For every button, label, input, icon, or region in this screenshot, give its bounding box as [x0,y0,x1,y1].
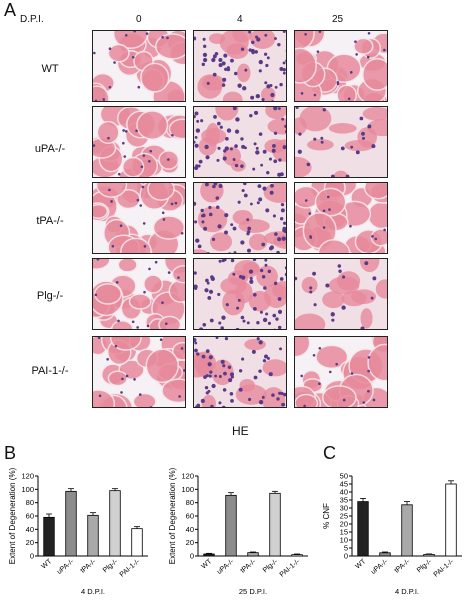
y-tick-label: 120 [21,472,34,481]
x-tick-label: uPA-/- [216,558,236,576]
x-tick-label: WT [200,558,213,571]
column-header-0: 0 [136,14,142,25]
y-axis-label: % CNF [322,503,331,529]
bar-b2-0 [203,553,215,557]
histology-image [294,336,388,408]
row-label-wt: WT [41,63,59,75]
bar-b1-1 [65,490,77,557]
y-tick-label: 25 [340,512,348,521]
panel-b-letter: B [4,443,17,463]
histology-image [92,258,186,330]
y-tick-label: 80 [186,498,194,507]
panel-a-letter: A [4,0,17,20]
y-tick-label: 20 [340,520,348,529]
histology-image [193,106,287,178]
y-tick-label: 120 [181,472,194,481]
histology-image [92,182,186,254]
y-tick-label: 30 [340,504,348,513]
panel-c-letter: C [323,443,336,463]
x-tick-label: WT [40,558,53,571]
bar-b2-1 [225,494,237,557]
x-tick-label: PAI-1-/- [279,558,302,579]
y-tick-label: 0 [30,552,34,561]
bar-c-4 [445,483,457,557]
x-axis-label: 4 D.P.I. [395,587,419,596]
histology-image [92,336,186,408]
x-tick-label: Plg-/- [102,558,120,575]
histology-image [294,258,388,330]
y-tick-label: 40 [186,525,194,534]
x-tick-label: tPA-/- [239,558,257,575]
y-tick-label: 100 [21,485,34,494]
histology-image [193,182,287,254]
bar-b1-2 [87,514,99,557]
y-tick-label: 20 [186,538,194,547]
y-tick-label: 0 [344,552,348,561]
x-tick-label: tPA-/- [393,558,411,575]
x-tick-label: Plg-/- [262,558,280,575]
bar-b2-2 [247,552,259,557]
x-tick-label: PAI-1-/- [119,558,142,579]
chart-degeneration-25dpi: Extent of Degeneration (%) 0 20 40 60 80 100 12… [168,468,308,596]
column-header-25: 25 [332,14,344,25]
y-tick-label: 100 [181,485,194,494]
y-tick-label: 80 [26,498,34,507]
dpi-label: D.P.I. [20,14,44,25]
x-tick-label: PAI-1-/- [433,558,456,579]
histology-image [294,106,388,178]
bar-b1-0 [43,516,55,557]
histology-image [294,30,388,102]
x-tick-label: uPA-/- [56,558,76,576]
y-axis-label: Extent of Degeneration (%) [168,468,177,564]
bar-b2-3 [269,492,281,557]
y-tick-label: 40 [340,488,348,497]
y-tick-label: 35 [340,496,348,505]
y-tick-label: 20 [26,538,34,547]
bar-c-0 [357,501,369,557]
x-axis-label: 25 D.P.I. [239,587,267,596]
histology-image [294,182,388,254]
y-tick-label: 45 [340,480,348,489]
bar-c-2 [401,504,413,557]
row-label-tpa: tPA-/- [36,215,64,227]
histology-image [193,336,287,408]
row-label-plg: Plg-/- [36,290,64,302]
row-label-pai1: PAI-1-/- [31,365,69,377]
y-tick-label: 5 [344,544,348,553]
y-tick-label: 15 [340,528,348,537]
bar-b2-4 [291,554,303,557]
histology-image [193,258,287,330]
bar-c-1 [379,552,391,557]
y-axis-label: Extent of Degeneration (%) [8,468,17,564]
y-tick-label: 0 [190,552,194,561]
x-axis-label: 4 D.P.I. [81,587,105,596]
histology-image [193,30,287,102]
chart-degeneration-4dpi: Extent of Degeneration (%) 0 20 40 60 80 100 12… [8,468,148,596]
x-tick-label: tPA-/- [79,558,97,575]
y-tick-label: 10 [340,536,348,545]
x-tick-label: WT [354,558,367,571]
column-header-4: 4 [237,14,243,25]
y-tick-label: 60 [186,512,194,521]
bar-b1-3 [109,490,121,557]
bar-c-3 [423,554,435,557]
y-tick-label: 60 [26,512,34,521]
row-label-upa: uPA-/- [34,143,66,155]
y-tick-label: 40 [26,525,34,534]
stain-label: HE [232,424,249,438]
bar-b1-4 [131,528,143,557]
x-tick-label: Plg-/- [416,558,434,575]
histology-image [92,106,186,178]
histology-image [92,30,186,102]
x-tick-label: uPA-/- [370,558,390,576]
y-tick-label: 50 [340,472,348,481]
